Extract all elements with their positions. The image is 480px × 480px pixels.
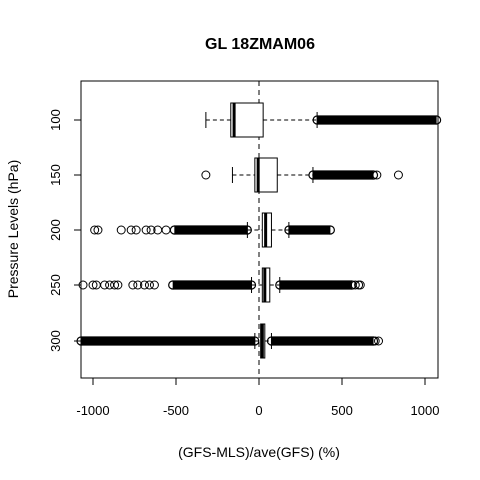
y-tick-label: 200 xyxy=(48,219,63,241)
outlier-point xyxy=(110,280,120,290)
outlier-point xyxy=(139,280,149,290)
outlier-point xyxy=(432,115,442,125)
outlier-point xyxy=(149,280,159,290)
x-axis-label: (GFS-MLS)/ave(GFS) (%) xyxy=(178,444,340,460)
x-axis: -1000 -500 0 500 1000 xyxy=(76,377,440,418)
y-axis: 100 150 200 250 300 xyxy=(48,109,82,352)
outlier-point xyxy=(90,225,100,235)
outlier-point xyxy=(372,170,382,180)
outlier-point xyxy=(393,170,403,180)
outlier-point xyxy=(146,225,156,235)
outlier-point xyxy=(161,225,171,235)
outlier-point xyxy=(368,170,379,180)
box-iqr-100 xyxy=(230,102,264,138)
outlier-point xyxy=(141,225,151,235)
outlier-point xyxy=(126,225,136,235)
box-100 xyxy=(205,102,442,138)
y-tick-label: 150 xyxy=(48,164,63,186)
outlier-point xyxy=(88,280,98,290)
outlier-point xyxy=(113,280,123,290)
y-tick-label: 300 xyxy=(48,330,63,352)
outlier-point xyxy=(93,225,103,235)
chart-title: GL 18ZMAM06 xyxy=(205,36,315,53)
outlier-point xyxy=(100,280,110,290)
box-iqr-150 xyxy=(254,157,278,193)
outlier-point xyxy=(144,280,154,290)
box-200 xyxy=(90,212,335,248)
outlier-point xyxy=(355,280,365,290)
y-tick-label: 100 xyxy=(48,109,63,131)
x-tick-label: -500 xyxy=(163,403,189,418)
outlier-point xyxy=(374,336,384,346)
x-tick-label: 0 xyxy=(255,403,262,418)
outlier-point xyxy=(370,336,380,346)
x-tick-label: -1000 xyxy=(76,403,109,418)
y-axis-label: Pressure Levels (hPa) xyxy=(5,160,21,299)
boxes-layer xyxy=(76,102,442,359)
box-300 xyxy=(76,323,384,359)
outlier-point xyxy=(128,280,138,290)
box-250 xyxy=(78,267,365,303)
outlier-point xyxy=(133,280,143,290)
outlier-point xyxy=(350,280,360,290)
y-tick-label: 250 xyxy=(48,274,63,296)
outlier-point xyxy=(131,225,141,235)
outlier-point xyxy=(116,225,126,235)
x-tick-label: 500 xyxy=(331,403,353,418)
x-tick-label: 1000 xyxy=(411,403,440,418)
outlier-point xyxy=(201,170,211,180)
box-150 xyxy=(201,157,403,193)
outlier-point xyxy=(325,225,335,235)
outlier-point xyxy=(168,280,178,290)
